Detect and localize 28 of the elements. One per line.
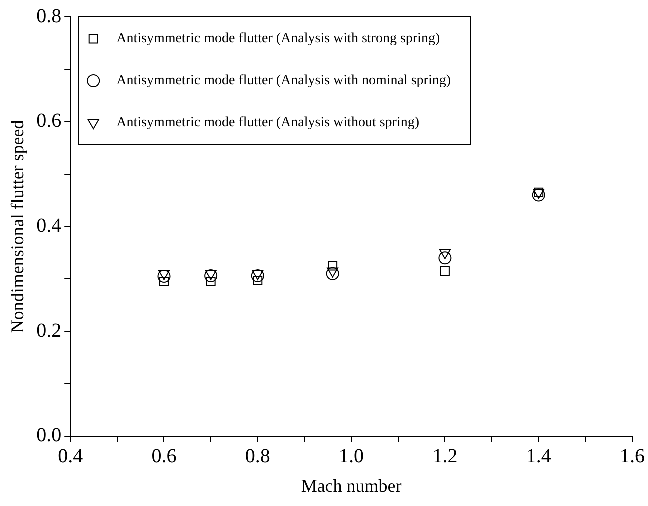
y-axis-title: Nondimensional flutter speed: [8, 120, 28, 334]
x-tick-label: 0.4: [58, 446, 84, 468]
x-tick-label: 0.6: [152, 446, 177, 468]
y-tick-label: 0.4: [36, 214, 62, 237]
point: [326, 267, 340, 280]
legend-label: Antisymmetric mode flutter (Analysis with strong spring): [116, 32, 440, 47]
x-tick-label: 1.0: [339, 446, 364, 468]
point: [158, 270, 171, 284]
point: [328, 261, 338, 271]
legend-label: Antisymmetric mode flutter (Analysis without spring): [116, 116, 420, 131]
point: [160, 277, 169, 286]
x-tick-label: 1.6: [620, 446, 645, 468]
x-tick-label: 0.8: [245, 446, 270, 468]
x-tick-label: 1.2: [432, 446, 458, 468]
x-axis-title: Mach number: [301, 476, 402, 496]
point: [438, 252, 452, 265]
point: [532, 188, 546, 202]
point: [440, 266, 450, 276]
y-tick-label: 0.0: [36, 424, 62, 447]
x-tick-label: 1.4: [526, 446, 552, 468]
y-tick-label: 0.6: [36, 110, 62, 132]
point: [440, 249, 451, 260]
point: [158, 270, 170, 280]
point: [206, 277, 216, 286]
point: [327, 268, 339, 278]
legend-label: Antisymmetric mode flutter (Analysis with nominal spring): [116, 74, 452, 89]
y-tick-label: 0.2: [36, 320, 62, 342]
y-tick-label: 0.8: [36, 5, 62, 28]
